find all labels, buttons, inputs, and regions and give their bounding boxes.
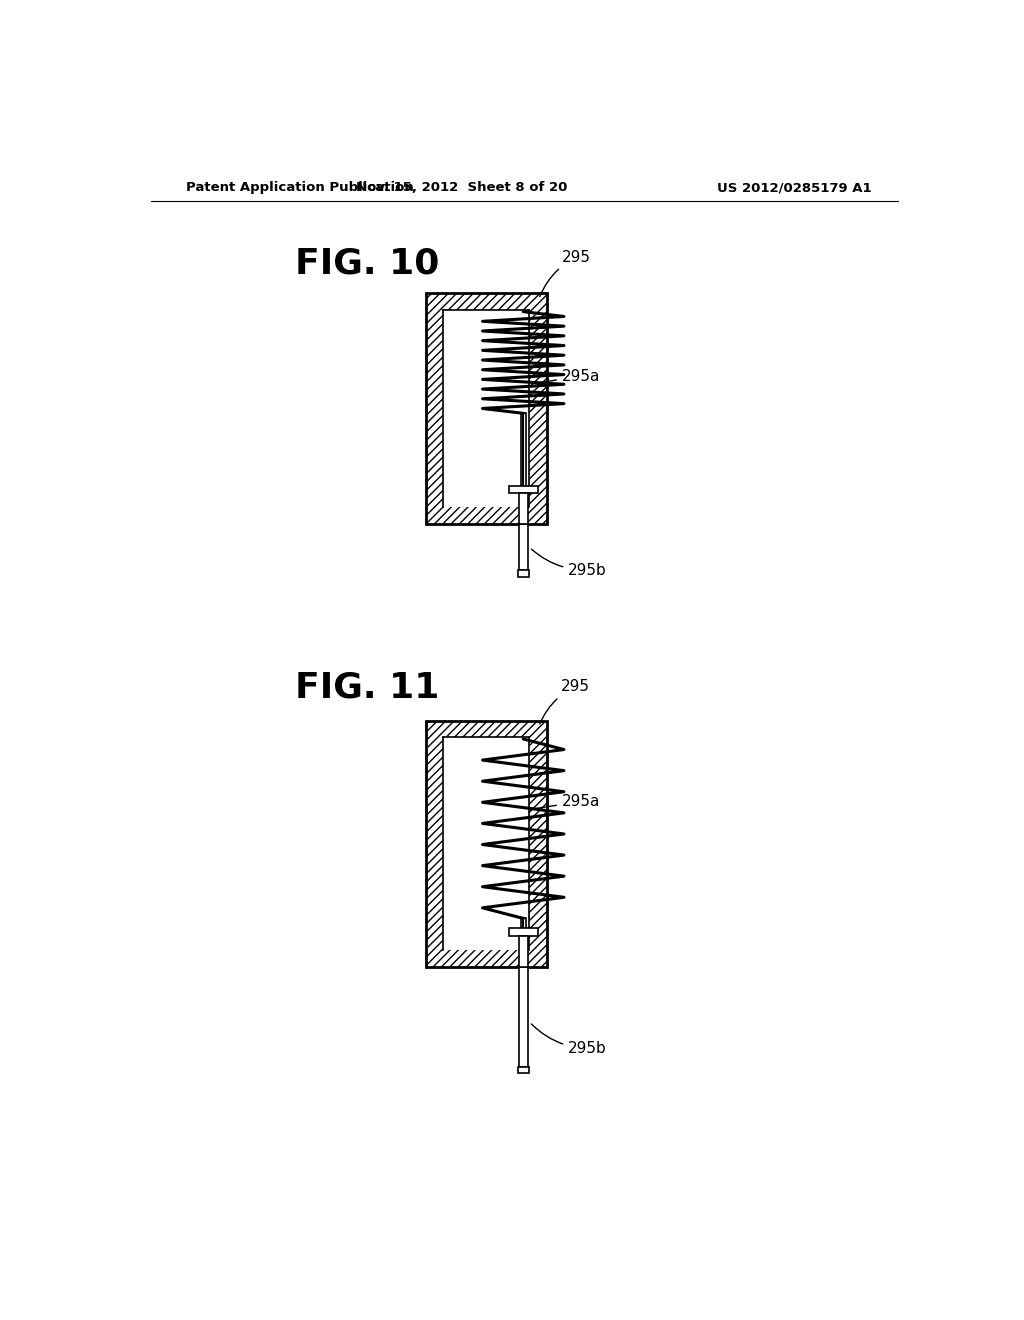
Text: 295: 295	[540, 249, 591, 297]
Bar	[443, 474, 529, 507]
Bar	[443, 310, 529, 474]
Bar	[426, 293, 547, 524]
Text: 295a: 295a	[534, 795, 600, 809]
Bar	[426, 721, 547, 966]
Bar	[518, 524, 528, 570]
Bar	[518, 570, 528, 577]
Bar	[509, 486, 538, 494]
Bar	[521, 919, 525, 966]
Bar	[443, 738, 529, 917]
Bar	[518, 936, 528, 966]
Text: US 2012/0285179 A1: US 2012/0285179 A1	[717, 181, 871, 194]
Bar	[518, 1067, 528, 1073]
Bar	[518, 966, 528, 1067]
Bar	[518, 494, 528, 524]
Text: Patent Application Publication: Patent Application Publication	[186, 181, 414, 194]
Text: FIG. 10: FIG. 10	[295, 247, 439, 281]
Bar	[509, 928, 538, 936]
Text: FIG. 11: FIG. 11	[295, 671, 439, 705]
Text: 295: 295	[540, 680, 590, 725]
Text: 295b: 295b	[531, 1024, 607, 1056]
Text: Nov. 15, 2012  Sheet 8 of 20: Nov. 15, 2012 Sheet 8 of 20	[355, 181, 567, 194]
Text: 295a: 295a	[534, 368, 600, 384]
Bar	[521, 413, 525, 524]
Text: 295b: 295b	[531, 549, 607, 578]
Bar	[443, 917, 529, 950]
